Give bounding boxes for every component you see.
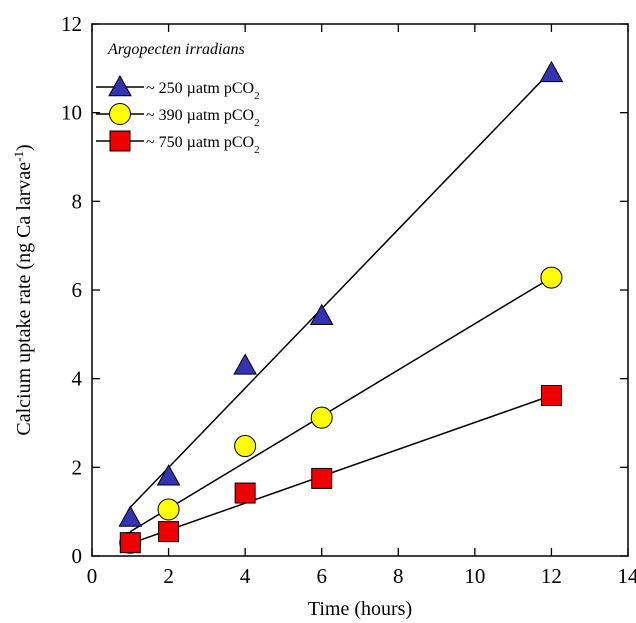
x-tick-label: 4 — [240, 564, 251, 588]
data-point-triangle — [118, 505, 143, 527]
data-point-triangle — [539, 60, 564, 83]
data-point-circle — [157, 498, 180, 521]
x-axis-title: Time (hours) — [308, 598, 412, 620]
legend-marker-triangle — [108, 74, 132, 97]
data-point-square — [311, 467, 333, 489]
legend-title: Argopecten irradians — [107, 41, 245, 58]
legend-label-circle: ~ 390 µatm pCO2 — [146, 107, 260, 129]
y-tick-label: 0 — [72, 544, 83, 568]
y-axis-title: Calcium uptake rate (ng Ca larvae-1) — [11, 144, 36, 435]
fit-line-square — [130, 394, 552, 545]
fit-lines — [129, 70, 552, 545]
x-tick-label: 2 — [163, 564, 174, 588]
data-point-circle — [540, 266, 563, 289]
y-tick-label: 4 — [72, 367, 83, 391]
x-tick-label: 0 — [87, 564, 98, 588]
y-tick-label: 10 — [61, 101, 82, 125]
y-axis-title-main: Calcium uptake rate (ng Ca larvae — [13, 162, 35, 436]
data-points — [118, 60, 564, 554]
ticks-layer: 0 2 4 6 8 10 12 14 0 2 4 6 8 10 12 — [61, 12, 636, 588]
x-tick-label: 8 — [393, 564, 404, 588]
data-point-triangle — [309, 303, 334, 326]
legend-label-triangle: ~ 250 µatm pCO2 — [146, 80, 260, 102]
y-tick-label: 12 — [61, 12, 82, 36]
y-tick-label: 8 — [72, 189, 83, 213]
data-point-triangle — [156, 464, 181, 486]
fit-line-circle — [129, 276, 552, 533]
data-point-square — [158, 521, 180, 543]
y-axis-title-sup: -1 — [11, 151, 26, 162]
x-tick-label: 10 — [464, 564, 485, 588]
legend-marker-square — [109, 130, 131, 152]
legend-label-square: ~ 750 µatm pCO2 — [146, 134, 260, 156]
x-tick-label: 14 — [618, 564, 636, 588]
fit-line-triangle — [129, 70, 552, 508]
legend-marker-circle — [109, 103, 131, 125]
y-tick-label: 6 — [72, 278, 83, 302]
data-point-square — [540, 385, 562, 407]
data-point-triangle — [233, 353, 257, 375]
y-axis-title-close: ) — [13, 144, 35, 151]
data-point-square — [119, 532, 141, 554]
data-point-circle — [234, 435, 257, 458]
x-tick-label: 6 — [316, 564, 327, 588]
y-tick-label: 2 — [72, 455, 83, 479]
data-point-circle — [310, 406, 333, 429]
x-tick-label: 12 — [541, 564, 562, 588]
legend: Argopecten irradians ~ 250 µatm pCO2 ~ 39… — [96, 41, 260, 156]
data-point-square — [234, 482, 256, 504]
